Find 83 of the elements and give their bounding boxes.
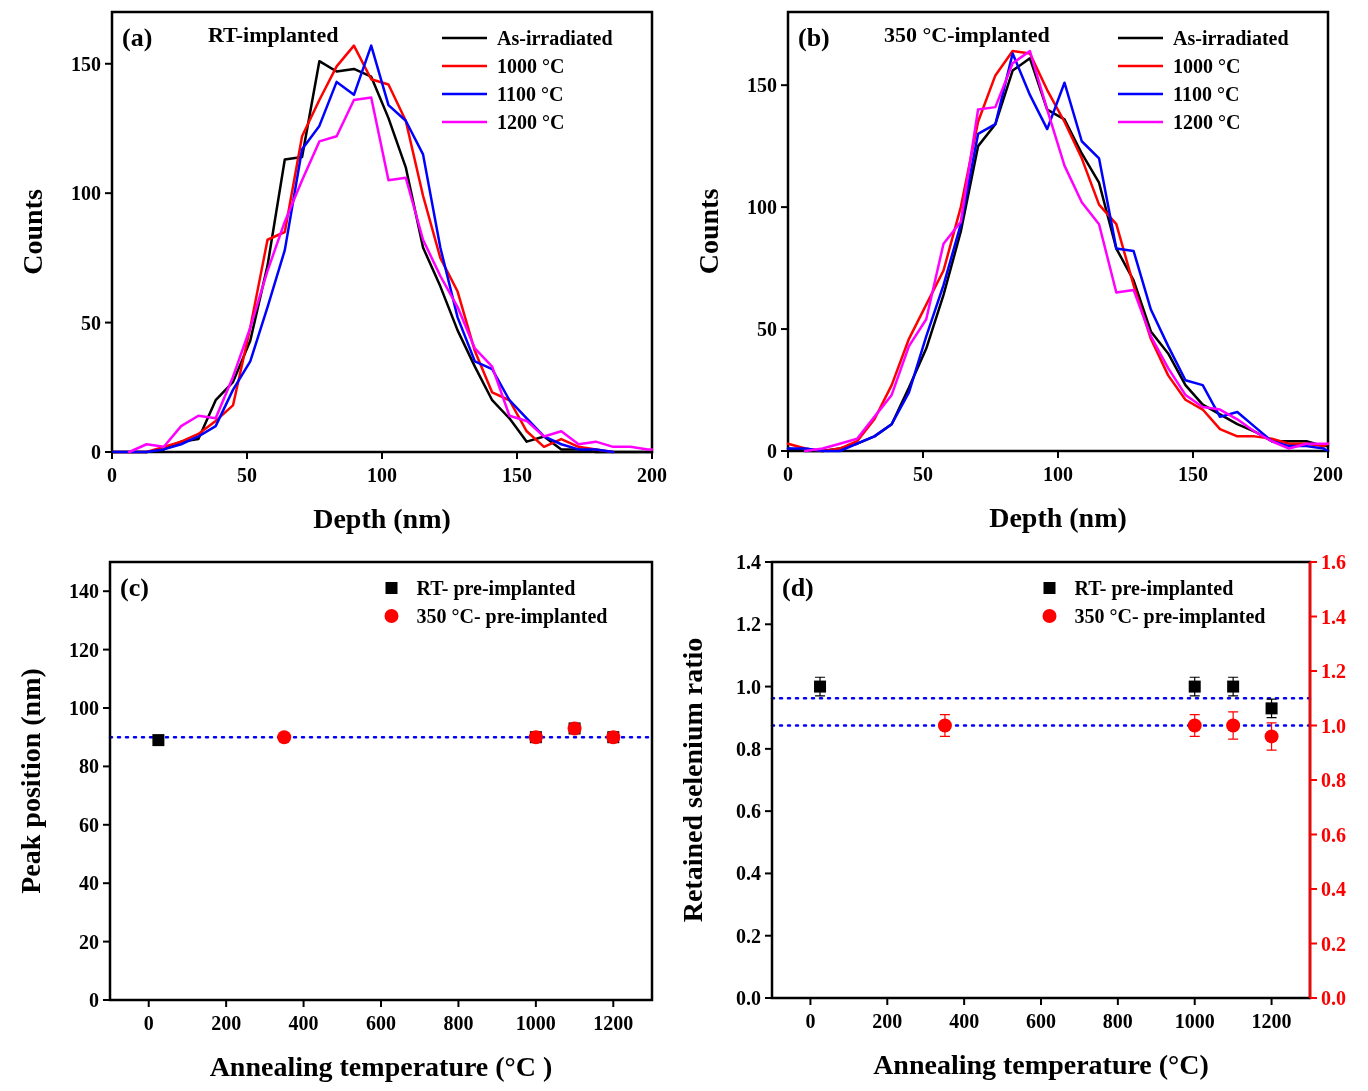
y-tick-label: 0.4: [736, 862, 761, 885]
text: 350 °C-implanted: [884, 22, 1050, 47]
y2-tick-label: 1.6: [1321, 551, 1346, 573]
x-tick-label: 150: [502, 464, 532, 486]
x-tick-label: 600: [1026, 1010, 1056, 1032]
y-axis-title: Retained selenium ratio: [677, 637, 708, 923]
x-tick-label: 100: [1043, 463, 1073, 485]
legend-label: 1100 °C: [497, 83, 564, 105]
x-axis-title: Depth (nm): [313, 503, 451, 534]
legend-label: 1000 °C: [1173, 55, 1241, 77]
x-tick-label: 50: [237, 464, 257, 486]
x-tick-label: 0: [783, 463, 793, 485]
legend-label: 1200 °C: [497, 111, 565, 133]
x-tick-label: 400: [288, 1012, 319, 1034]
x-tick-label: 50: [913, 463, 933, 485]
y-tick-label: 1.2: [736, 613, 761, 636]
annotation: (b): [798, 23, 830, 52]
y-tick-label: 0.2: [736, 924, 761, 947]
y-tick-label: 50: [757, 318, 777, 341]
y-tick-label: 0.6: [736, 800, 761, 823]
x-tick-label: 0: [805, 1010, 816, 1032]
legend-label: As-irradiated: [497, 27, 613, 49]
y-tick-label: 20: [79, 930, 99, 953]
x-tick-label: 1200: [1251, 1010, 1292, 1032]
x-tick-label: 0: [143, 1012, 154, 1034]
y-tick-label: 0: [767, 440, 777, 462]
y2-tick-label: 0.0: [1321, 987, 1346, 1009]
y-tick-label: 100: [747, 196, 777, 219]
x-tick-label: 800: [1102, 1010, 1133, 1032]
annotation: (d): [782, 573, 814, 602]
y-axis-title: Peak position (nm): [15, 668, 46, 894]
y-tick-label: 0.0: [736, 987, 761, 1009]
y-tick-label: 0: [89, 989, 99, 1011]
y-tick-label: 140: [69, 580, 99, 603]
y-axis-title: Counts: [693, 188, 724, 275]
y2-tick-label: 0.2: [1321, 932, 1346, 955]
x-tick-label: 800: [443, 1012, 474, 1034]
y-tick-label: 80: [79, 755, 99, 778]
x-tick-label: 1200: [593, 1012, 634, 1034]
y-tick-label: 40: [79, 872, 99, 895]
x-axis-title: Annealing temperature (°C ): [209, 1051, 553, 1082]
y-tick-label: 100: [71, 182, 101, 205]
y2-tick-label: 1.2: [1321, 660, 1346, 682]
legend-label: 1000 °C: [497, 55, 565, 77]
legend-label: As-irradiated: [1173, 27, 1289, 49]
y-tick-label: 50: [81, 311, 101, 334]
y-tick-label: 1.0: [736, 675, 761, 698]
y2-tick-label: 0.8: [1321, 769, 1346, 791]
y-tick-label: 150: [747, 74, 777, 97]
y-tick-label: 0.8: [736, 737, 761, 760]
x-tick-label: 0: [107, 464, 117, 486]
y2-tick-label: 1.0: [1321, 714, 1346, 737]
x-axis-title: Depth (nm): [989, 502, 1127, 533]
annotation: (a): [122, 23, 153, 52]
x-tick-label: 150: [1178, 463, 1208, 485]
x-tick-label: 1000: [1174, 1010, 1215, 1032]
legend-label: 350 °C- pre-implanted: [416, 605, 608, 628]
legend-label: 350 °C- pre-implanted: [1074, 605, 1266, 628]
y2-tick-label: 1.4: [1321, 605, 1346, 628]
x-tick-label: 1000: [515, 1012, 556, 1034]
y2-tick-label: 0.6: [1321, 823, 1346, 846]
x-tick-label: 200: [872, 1010, 903, 1032]
text: RT-implanted: [208, 22, 339, 47]
legend-label: 1100 °C: [1173, 83, 1240, 105]
y-tick-label: 120: [69, 638, 99, 661]
x-tick-label: 200: [211, 1012, 242, 1034]
legend-label: RT- pre-implanted: [1074, 577, 1234, 600]
annotation: (c): [120, 573, 149, 602]
x-tick-label: 100: [367, 464, 397, 486]
y-tick-label: 150: [71, 52, 101, 75]
x-tick-label: 200: [637, 464, 667, 486]
x-tick-label: 200: [1313, 463, 1343, 485]
y-tick-label: 100: [69, 697, 99, 719]
x-tick-label: 600: [366, 1012, 396, 1034]
x-axis-title: Annealing temperature (°C): [873, 1049, 1209, 1080]
legend-label: RT- pre-implanted: [416, 577, 576, 600]
x-tick-label: 400: [949, 1010, 980, 1032]
legend-label: 1200 °C: [1173, 111, 1241, 133]
y-tick-label: 1.4: [736, 551, 761, 573]
y2-tick-label: 0.4: [1321, 878, 1346, 900]
y-tick-label: 0: [91, 441, 101, 463]
y-axis-title: Counts: [17, 189, 48, 275]
y-tick-label: 60: [79, 813, 99, 836]
